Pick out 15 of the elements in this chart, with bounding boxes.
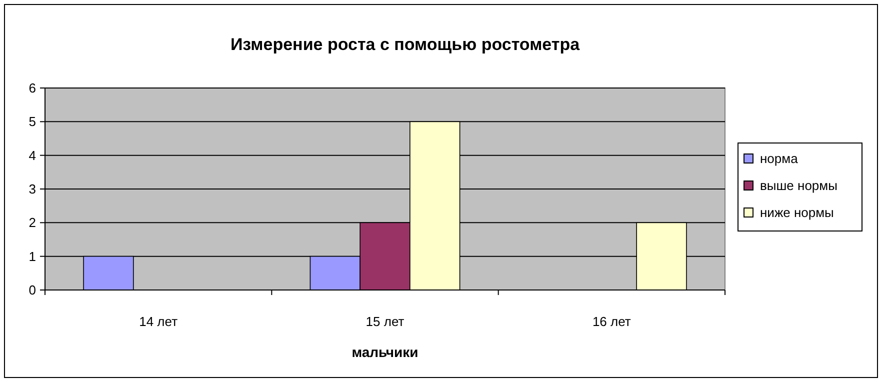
x-tick-label: 14 лет xyxy=(139,314,178,329)
y-tick-label: 4 xyxy=(28,148,36,163)
y-tick-label: 3 xyxy=(28,182,36,197)
y-tick-label: 2 xyxy=(28,215,36,230)
x-axis-title: мальчики xyxy=(352,344,418,360)
x-tick-label: 16 лет xyxy=(592,314,631,329)
legend-label: выше нормы xyxy=(760,178,838,193)
x-tick-label: 15 лет xyxy=(366,314,404,329)
y-tick-label: 5 xyxy=(28,114,36,130)
legend-label: норма xyxy=(760,151,799,166)
y-tick-label: 6 xyxy=(28,80,36,96)
y-tick-label: 1 xyxy=(28,248,36,264)
legend-label: ниже нормы xyxy=(760,205,834,220)
chart-title: Измерение роста с помощью ростометра xyxy=(230,35,580,54)
y-tick-label: 0 xyxy=(28,282,36,298)
